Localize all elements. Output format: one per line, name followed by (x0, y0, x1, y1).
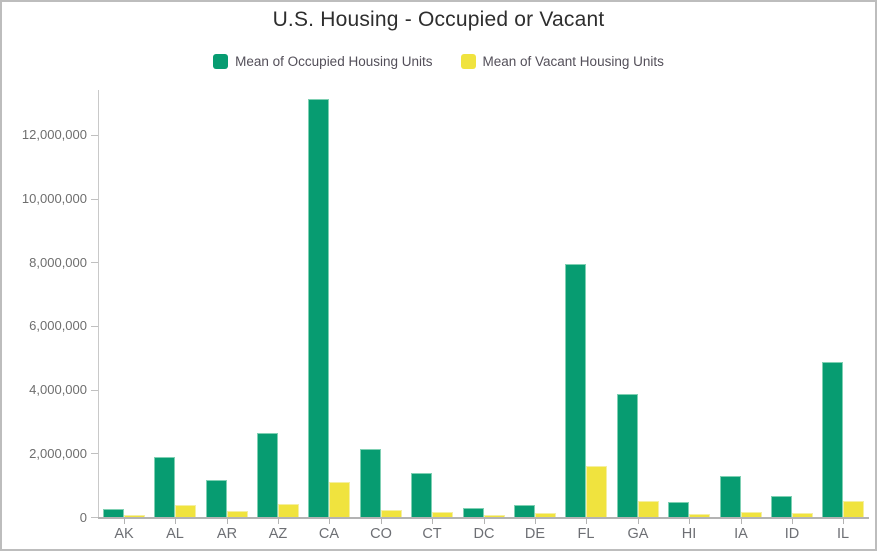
x-tick-mark (432, 519, 433, 524)
bar-occupied-AR[interactable] (206, 480, 227, 517)
legend-item-occupied[interactable]: Mean of Occupied Housing Units (213, 54, 433, 69)
x-label-AL: AL (166, 526, 184, 542)
x-tick-mark (381, 519, 382, 524)
x-label-CA: CA (318, 526, 340, 542)
y-tick-mark (91, 135, 98, 136)
x-label-ID: ID (784, 526, 800, 542)
bar-vacant-DC[interactable] (484, 515, 505, 517)
legend-swatch-vacant-icon (460, 54, 476, 69)
y-tick-label: 10,000,000 (21, 191, 87, 207)
bar-occupied-IA[interactable] (720, 476, 741, 517)
legend-label-occupied: Mean of Occupied Housing Units (235, 54, 433, 69)
bar-vacant-FL[interactable] (586, 466, 607, 517)
bar-vacant-CT[interactable] (432, 512, 453, 517)
x-tick-mark (484, 519, 485, 524)
x-tick-mark (741, 519, 742, 524)
bar-vacant-GA[interactable] (638, 501, 659, 517)
x-label-AR: AR (216, 526, 238, 542)
y-tick-label: 12,000,000 (21, 127, 87, 143)
x-tick-mark (535, 519, 536, 524)
bar-occupied-AZ[interactable] (257, 433, 278, 517)
legend-item-vacant[interactable]: Mean of Vacant Housing Units (460, 54, 664, 69)
y-tick-mark (91, 390, 98, 391)
bar-occupied-IL[interactable] (822, 362, 843, 517)
y-tick-label: 8,000,000 (29, 254, 87, 270)
x-label-IA: IA (734, 526, 748, 542)
bar-occupied-GA[interactable] (617, 394, 638, 517)
y-tick-mark (91, 199, 98, 200)
bar-vacant-ID[interactable] (792, 513, 813, 517)
x-tick-mark (329, 519, 330, 524)
bar-vacant-AL[interactable] (175, 505, 196, 517)
y-axis-line (98, 90, 99, 517)
bar-vacant-AK[interactable] (124, 515, 145, 517)
bar-occupied-AL[interactable] (154, 457, 175, 517)
x-axis-line (98, 517, 869, 519)
x-tick-mark (843, 519, 844, 524)
bar-vacant-IL[interactable] (843, 501, 864, 517)
bar-vacant-CO[interactable] (381, 510, 402, 517)
bar-occupied-AK[interactable] (103, 509, 124, 517)
chart-legend: Mean of Occupied Housing Units Mean of V… (2, 54, 875, 69)
x-label-DE: DE (524, 526, 546, 542)
x-label-AK: AK (114, 526, 134, 542)
bar-occupied-CA[interactable] (308, 99, 329, 517)
x-tick-mark (792, 519, 793, 524)
x-label-FL: FL (577, 526, 595, 542)
bar-vacant-CA[interactable] (329, 482, 350, 517)
bar-occupied-FL[interactable] (565, 264, 586, 517)
x-tick-mark (175, 519, 176, 524)
x-label-DC: DC (473, 526, 495, 542)
y-tick-mark (91, 326, 98, 327)
y-tick-mark (91, 517, 98, 518)
x-tick-mark (227, 519, 228, 524)
x-label-IL: IL (836, 526, 850, 542)
y-tick-label: 0 (79, 509, 87, 525)
bar-occupied-CO[interactable] (360, 449, 381, 517)
y-tick-label: 6,000,000 (29, 318, 87, 334)
y-tick-label: 4,000,000 (29, 382, 87, 398)
x-tick-mark (638, 519, 639, 524)
bar-occupied-ID[interactable] (771, 496, 792, 517)
x-tick-mark (124, 519, 125, 524)
bar-vacant-IA[interactable] (741, 512, 762, 517)
bar-occupied-DE[interactable] (514, 505, 535, 517)
bar-vacant-DE[interactable] (535, 513, 556, 517)
x-tick-mark (689, 519, 690, 524)
x-label-CO: CO (370, 526, 392, 542)
bar-occupied-DC[interactable] (463, 508, 484, 517)
x-tick-mark (278, 519, 279, 524)
bar-vacant-AZ[interactable] (278, 504, 299, 517)
y-tick-mark (91, 453, 98, 454)
x-label-GA: GA (627, 526, 649, 542)
y-tick-mark (91, 262, 98, 263)
y-tick-label: 2,000,000 (29, 445, 87, 461)
legend-swatch-occupied-icon (213, 54, 229, 69)
x-label-AZ: AZ (268, 526, 288, 542)
bar-vacant-AR[interactable] (227, 511, 248, 517)
chart-title: U.S. Housing - Occupied or Vacant (272, 8, 605, 31)
legend-label-vacant: Mean of Vacant Housing Units (482, 54, 664, 69)
x-label-CT: CT (422, 526, 442, 542)
bar-occupied-CT[interactable] (411, 473, 432, 517)
x-label-HI: HI (681, 526, 697, 542)
bar-occupied-HI[interactable] (668, 502, 689, 517)
x-tick-mark (586, 519, 587, 524)
bar-vacant-HI[interactable] (689, 514, 710, 517)
